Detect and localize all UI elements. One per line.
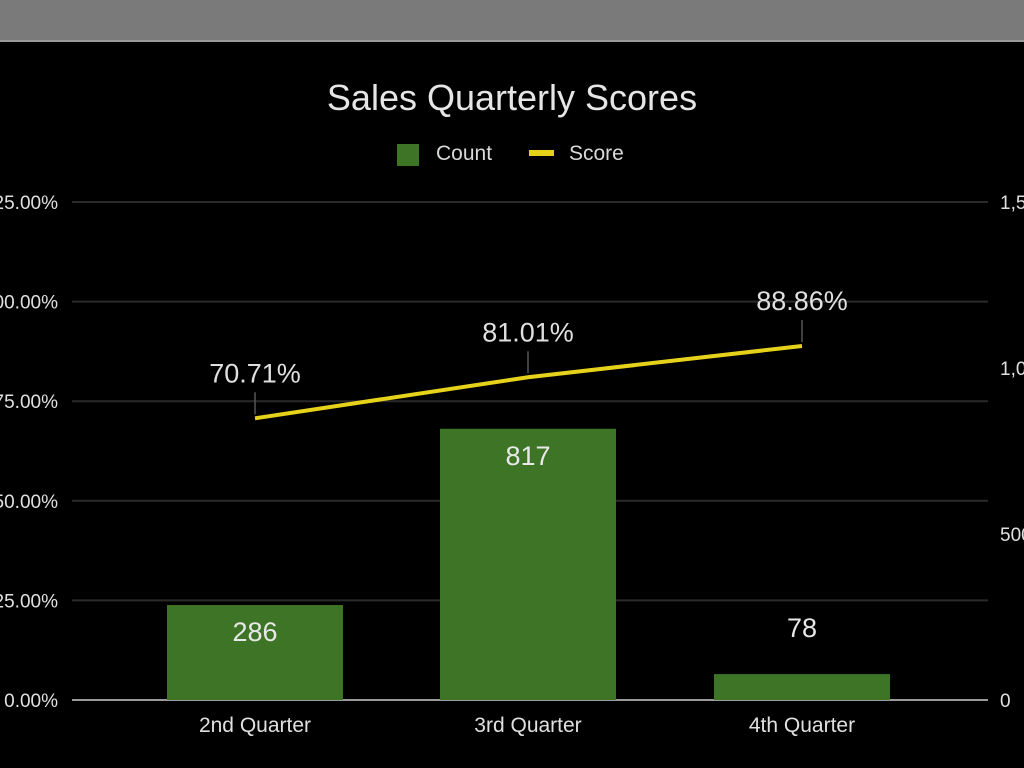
- score-point-label: 70.71%: [209, 358, 301, 388]
- chart-title: Sales Quarterly Scores: [327, 77, 697, 118]
- left-axis-tick-label: 50.00%: [0, 492, 58, 513]
- count-bar-label: 817: [505, 441, 550, 471]
- legend-score-swatch: [529, 150, 554, 156]
- category-label: 4th Quarter: [749, 714, 855, 737]
- left-axis-tick-label: 125.00%: [0, 193, 58, 214]
- legend: Count Score: [397, 142, 624, 166]
- category-label: 3rd Quarter: [474, 714, 581, 737]
- category-label: 2nd Quarter: [199, 714, 311, 737]
- line-value-labels: 70.71% 81.01% 88.86%: [209, 286, 848, 415]
- count-bar-label: 78: [787, 613, 817, 643]
- score-line: [254, 343, 803, 421]
- window-top-bar: [0, 0, 1024, 42]
- legend-score-label: Score: [569, 142, 624, 165]
- combo-chart: Sales Quarterly Scores Count Score 0.00%…: [0, 77, 1024, 737]
- left-axis-tick-label: 100.00%: [0, 293, 58, 314]
- score-line-path: [254, 343, 803, 421]
- score-point-label: 88.86%: [756, 286, 848, 316]
- chart-container: Sales Quarterly Scores Count Score 0.00%…: [0, 42, 1024, 768]
- left-axis-ticks: 0.00% 25.00% 50.00% 75.00% 100.00% 125.00%: [0, 193, 58, 712]
- bar-value-labels: 286 817 78: [232, 441, 817, 647]
- right-axis-tick-label: 0: [1000, 691, 1011, 712]
- legend-count-label: Count: [436, 142, 492, 165]
- left-axis-tick-label: 75.00%: [0, 392, 58, 413]
- left-axis-tick-label: 0.00%: [4, 691, 58, 712]
- legend-count-swatch: [397, 144, 419, 166]
- count-bar: [167, 605, 343, 700]
- right-axis-tick-label: 1,500: [1000, 193, 1024, 214]
- count-bar: [714, 674, 890, 700]
- left-axis-tick-label: 25.00%: [0, 591, 58, 612]
- category-labels: 2nd Quarter 3rd Quarter 4th Quarter: [199, 714, 855, 737]
- right-axis-tick-label: 1,000: [1000, 359, 1024, 380]
- count-bars: [167, 428, 890, 700]
- score-point-label: 81.01%: [482, 317, 574, 347]
- right-axis-tick-label: 500: [1000, 525, 1024, 546]
- count-bar-label: 286: [232, 617, 277, 647]
- count-bar: [440, 428, 616, 700]
- right-axis-ticks: 0 500 1,000 1,500: [1000, 193, 1024, 712]
